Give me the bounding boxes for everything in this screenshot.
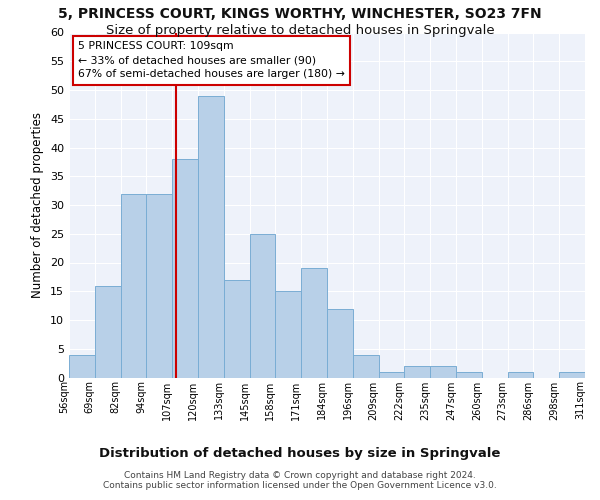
Bar [69, 354, 95, 378]
Bar [121, 194, 146, 378]
Bar [379, 372, 404, 378]
Bar [146, 194, 172, 378]
Bar [95, 286, 121, 378]
Text: Size of property relative to detached houses in Springvale: Size of property relative to detached ho… [106, 24, 494, 37]
Text: 5 PRINCESS COURT: 109sqm
← 33% of detached houses are smaller (90)
67% of semi-d: 5 PRINCESS COURT: 109sqm ← 33% of detach… [78, 41, 345, 79]
Text: Distribution of detached houses by size in Springvale: Distribution of detached houses by size … [100, 448, 500, 460]
Bar [404, 366, 430, 378]
Bar [430, 366, 456, 378]
Bar [198, 96, 224, 378]
Bar [508, 372, 533, 378]
Y-axis label: Number of detached properties: Number of detached properties [31, 112, 44, 298]
Bar [275, 291, 301, 378]
Text: 5, PRINCESS COURT, KINGS WORTHY, WINCHESTER, SO23 7FN: 5, PRINCESS COURT, KINGS WORTHY, WINCHES… [58, 8, 542, 22]
Text: Contains HM Land Registry data © Crown copyright and database right 2024.
Contai: Contains HM Land Registry data © Crown c… [103, 470, 497, 490]
Bar [353, 354, 379, 378]
Bar [456, 372, 482, 378]
Bar [224, 280, 250, 378]
Bar [559, 372, 585, 378]
Bar [327, 308, 353, 378]
Bar [301, 268, 327, 378]
Bar [250, 234, 275, 378]
Bar [172, 159, 198, 378]
